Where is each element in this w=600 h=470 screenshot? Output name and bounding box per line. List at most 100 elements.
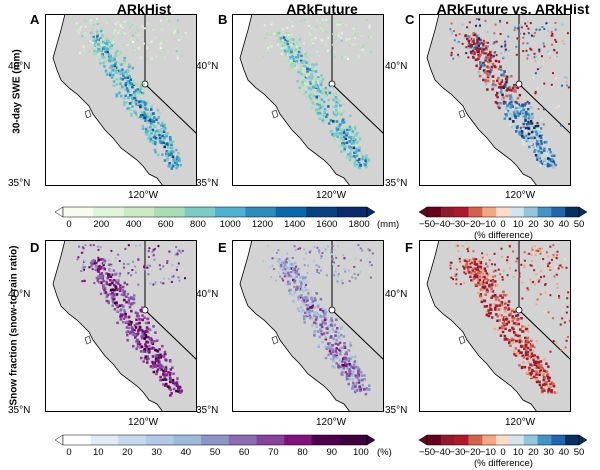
lon-label-120w-c: 120°W	[505, 190, 536, 201]
colorbar-tick-label: −50	[418, 447, 436, 458]
map-panel-b	[232, 14, 384, 186]
land-area	[426, 240, 571, 412]
colorbar-swe	[55, 206, 375, 218]
colorbar-segment	[215, 207, 246, 217]
colorbar-tick-label: 1400	[284, 219, 306, 230]
colorbar-segment	[496, 435, 511, 445]
map-panel-d	[45, 240, 197, 412]
colorbar-arrow-left	[419, 206, 428, 218]
colorbar-tick-label: 30	[151, 447, 162, 458]
map-panel-a	[45, 14, 197, 186]
colorbar-tick-label: 40	[180, 447, 192, 458]
lake-icon	[271, 109, 279, 119]
colorbar-segment	[228, 435, 257, 445]
colorbar-diff-top-ticks: −50 −40 −30 −20 −10 0 10 20 30 40 50	[419, 219, 587, 231]
colorbar-segment	[440, 207, 455, 217]
lon-label-120w-d: 120°W	[128, 417, 159, 428]
colorbar-tick-label: 30	[543, 447, 554, 458]
lat-label-40n-e: 40°N	[196, 289, 219, 300]
colorbar-segment	[454, 207, 469, 217]
colorbar-arrow-right	[578, 206, 587, 218]
colorbar-fraction	[55, 434, 375, 446]
colorbar-tick-label: 0	[500, 219, 506, 230]
colorbar-segment	[482, 435, 497, 445]
lake-icon	[84, 109, 92, 119]
lat-label-40n-f: 40°N	[385, 289, 408, 300]
colorbar-arrow-left	[55, 434, 64, 446]
colorbar-tick-label: 50	[573, 219, 585, 230]
colorbar-segment	[454, 435, 469, 445]
colorbar-fraction-unit: (%)	[377, 447, 392, 458]
panel-letter-b: B	[218, 12, 228, 27]
colorbar-tick-label: −20	[464, 219, 481, 230]
colorbar-tick-label: 50	[209, 447, 221, 458]
colorbar-segment	[256, 435, 285, 445]
snow-field	[449, 244, 571, 395]
colorbar-segment	[123, 207, 155, 217]
colorbar-tick-label: 10	[92, 447, 104, 458]
colorbar-border	[62, 206, 368, 218]
colorbar-segment	[440, 435, 455, 445]
panel-frame	[419, 14, 571, 186]
colorbar-segment	[551, 435, 566, 445]
colorbar-arrow-right	[366, 206, 375, 218]
colorbar-arrow-left	[55, 206, 64, 218]
colorbar-segment	[63, 435, 91, 445]
lake-tahoe-marker	[328, 306, 336, 314]
row-label-snow-fraction: Snow fraction (snow-to-rain ratio)	[8, 245, 20, 406]
colorbar-tick-label: −40	[434, 219, 451, 230]
colorbar-segment	[551, 207, 566, 217]
colorbar-tick-label: 0	[66, 447, 72, 458]
colorbar-tick-label: 800	[190, 219, 206, 230]
panel-letter-d: D	[30, 240, 40, 255]
colorbar-tick-label: 90	[326, 447, 338, 458]
colorbar-tick-label: −10	[479, 447, 496, 458]
colorbar-border	[426, 434, 580, 446]
colorbar-tick-label: 20	[528, 219, 539, 230]
colorbar-border	[62, 434, 368, 446]
colorbar-diff-bottom-caption: (% difference)	[474, 458, 533, 469]
lat-label-35n-c: 35°N	[385, 178, 408, 189]
panel-letter-a: A	[30, 12, 40, 27]
colorbar-segment	[523, 435, 538, 445]
colorbar-tick-label: −20	[464, 447, 481, 458]
lon-label-120w-f: 120°W	[505, 417, 536, 428]
panel-frame	[45, 240, 197, 412]
colorbar-diff-top	[419, 206, 587, 218]
colorbar-segment	[93, 207, 125, 217]
column-title-arkhist: ARkHist	[116, 1, 172, 17]
colorbar-diff-bottom	[419, 434, 587, 446]
colorbar-fraction-ticks: 0 10 20 30 40 50 60 70 80 90 100	[55, 447, 375, 459]
colorbar-segment	[201, 435, 230, 445]
colorbar-tick-label: 0	[500, 447, 506, 458]
colorbar-border	[426, 206, 580, 218]
colorbar-tick-label: 100	[352, 447, 369, 458]
colorbar-segment	[145, 435, 174, 445]
lake-icon	[84, 335, 92, 345]
panel-frame	[419, 240, 571, 412]
colorbar-segment	[565, 435, 580, 445]
colorbar-segment	[537, 207, 552, 217]
colorbar-segment	[63, 207, 94, 217]
lake-icon	[458, 109, 466, 119]
lon-label-120w-b: 120°W	[316, 190, 347, 201]
panel-frame	[232, 14, 384, 186]
colorbar-tick-label: 1600	[316, 219, 338, 230]
colorbar-segment	[468, 435, 483, 445]
panel-letter-f: F	[405, 240, 413, 255]
map-panel-e	[232, 240, 384, 412]
lat-label-35n-d: 35°N	[8, 405, 31, 416]
colorbar-segment	[306, 207, 337, 217]
lon-label-120w-e: 120°W	[316, 417, 347, 428]
colorbar-segment	[468, 207, 483, 217]
colorbar-diff-bottom-ticks: −50 −40 −30 −20 −10 0 10 20 30 40 50	[419, 447, 587, 459]
colorbar-segment	[509, 207, 525, 217]
colorbar-tick-label: 40	[558, 219, 570, 230]
row-label-swe: 30-day SWE (mm)	[11, 49, 23, 134]
colorbar-tick-label: 20	[122, 447, 133, 458]
colorbar-swe-ticks: 0 200 400 600 800 1000 1200 1400 1600 1800	[55, 219, 375, 231]
colorbar-segment	[523, 207, 538, 217]
colorbar-tick-label: 70	[268, 447, 279, 458]
colorbar-segment	[537, 435, 552, 445]
colorbar-tick-label: 1800	[348, 219, 370, 230]
